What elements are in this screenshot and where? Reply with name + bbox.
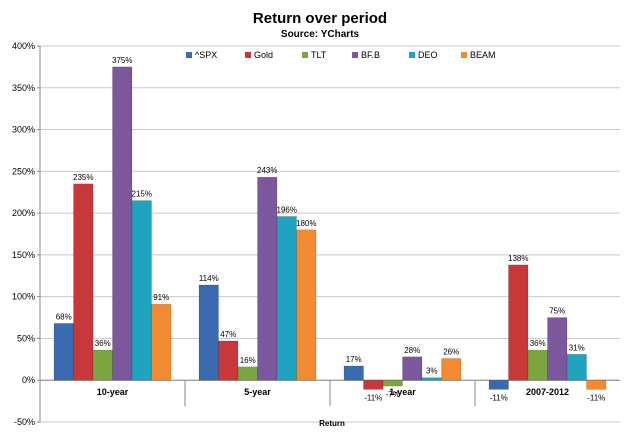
category-label: 5-year	[244, 387, 271, 397]
data-label: 138%	[508, 254, 528, 263]
y-tick-label: 50%	[17, 333, 35, 343]
y-tick-label: 200%	[12, 208, 35, 218]
bar-bfb-2007-2012	[547, 317, 568, 381]
data-label: -11%	[364, 393, 382, 402]
data-label: 114%	[199, 274, 219, 283]
bar-deo-10-year	[131, 200, 152, 381]
data-labels: 68% 235% 36% 375% 215% 91% 114% 47% 16% 243% 196% 1…	[56, 56, 606, 403]
data-label: 17%	[346, 355, 362, 364]
bar-tlt-10-year	[92, 349, 113, 381]
bar-gold-2007-2012	[508, 264, 529, 381]
x-axis-title: Return	[319, 419, 345, 428]
chart-title: Return over period	[253, 10, 387, 27]
bar-beam-1-year	[441, 358, 462, 381]
legend-label: TLT	[311, 50, 327, 60]
bar-bfb-1-year	[402, 356, 423, 381]
legend-label: Gold	[254, 50, 273, 60]
bar-spx-5-year	[198, 284, 219, 381]
y-tick-labels: -50% 0% 50% 100% 150% 200% 250% 300% 350% 400%	[12, 41, 35, 427]
bar-deo-5-year	[276, 216, 297, 381]
data-label: 75%	[549, 307, 565, 316]
y-tick-label: 150%	[12, 250, 35, 260]
bar-gold-10-year	[73, 183, 94, 381]
data-label: 36%	[95, 339, 111, 348]
data-label: -11%	[587, 393, 605, 402]
bar-gold-1-year	[363, 379, 384, 390]
data-label: 180%	[296, 219, 316, 228]
category-labels: 10-year 5-year 1-year 2007-2012	[97, 387, 569, 397]
legend-swatch	[409, 52, 415, 58]
data-label: 235%	[73, 173, 93, 182]
y-tick-label: 0%	[22, 375, 35, 385]
bar-gold-5-year	[218, 340, 239, 381]
bar-bfb-10-year	[112, 66, 133, 381]
data-label: -11%	[490, 393, 508, 402]
category-label: 2007-2012	[526, 387, 569, 397]
bar-tlt-5-year	[237, 366, 258, 381]
y-tick-label: 100%	[12, 292, 35, 302]
data-label: 47%	[220, 330, 236, 339]
legend-label: BF.B	[361, 50, 380, 60]
legend-swatch	[461, 52, 467, 58]
category-label: 10-year	[97, 387, 129, 397]
legend-label: DEO	[418, 50, 438, 60]
bar-spx-10-year	[53, 323, 74, 381]
y-tick-label: 250%	[12, 166, 35, 176]
bar-spx-1-year	[343, 365, 364, 381]
bars	[53, 66, 607, 390]
data-label: 196%	[277, 205, 297, 214]
data-label: 28%	[404, 346, 420, 355]
bar-beam-5-year	[296, 229, 317, 381]
legend-label: ^SPX	[195, 50, 217, 60]
legend-swatch	[186, 52, 192, 58]
legend-swatch	[302, 52, 308, 58]
bar-tlt-2007-2012	[527, 349, 548, 381]
legend-swatch	[245, 52, 251, 58]
bar-tlt-1-year	[382, 379, 403, 387]
legend: ^SPX Gold TLT BF.B DEO BEAM	[186, 50, 496, 60]
bar-deo-2007-2012	[566, 354, 587, 381]
data-label: 3%	[426, 367, 438, 376]
data-label: 375%	[112, 56, 132, 65]
category-label: 1-year	[389, 387, 416, 397]
chart-subtitle: Source: YCharts	[281, 29, 360, 40]
bar-bfb-5-year	[257, 176, 278, 381]
y-tick-label: 300%	[12, 125, 35, 135]
bar-beam-10-year	[151, 303, 172, 381]
legend-swatch	[352, 52, 358, 58]
data-label: 16%	[240, 356, 256, 365]
data-label: 243%	[257, 166, 277, 175]
data-label: 68%	[56, 312, 72, 321]
data-label: -7%	[386, 390, 400, 399]
bar-beam-2007-2012	[586, 379, 607, 390]
data-label: 31%	[569, 343, 585, 352]
data-label: 26%	[443, 347, 459, 356]
legend-label: BEAM	[470, 50, 496, 60]
data-label: 36%	[530, 339, 546, 348]
bar-deo-1-year	[421, 377, 442, 381]
y-tick-label: -50%	[14, 417, 35, 427]
bar-spx-2007-2012	[488, 379, 509, 390]
y-tick-label: 350%	[12, 83, 35, 93]
data-label: 91%	[153, 293, 169, 302]
data-label: 215%	[132, 190, 152, 199]
y-tick-label: 400%	[12, 41, 35, 51]
